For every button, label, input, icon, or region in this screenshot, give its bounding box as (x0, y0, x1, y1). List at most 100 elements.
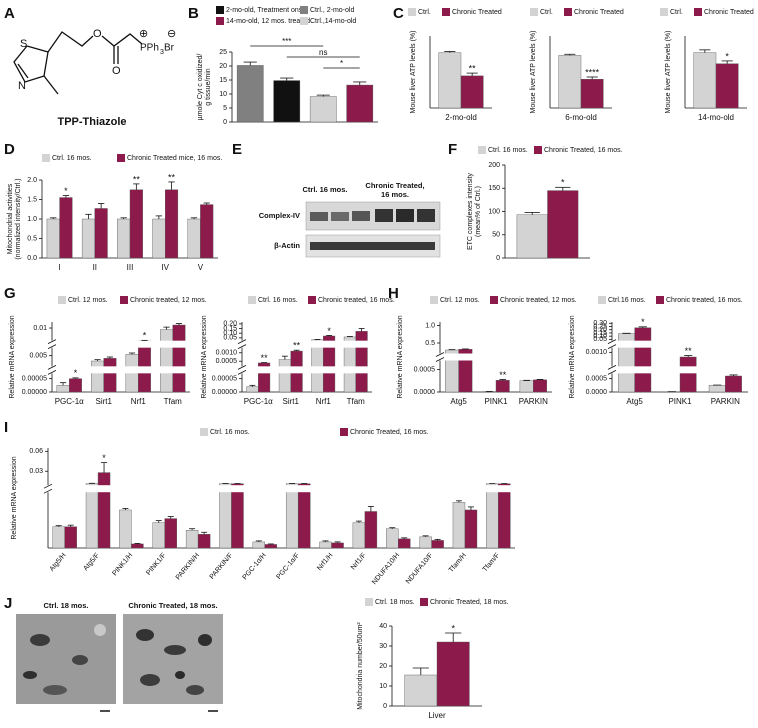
bar (309, 96, 337, 123)
y-axis-label: Mitochondria number/50um² (357, 622, 364, 710)
break-mark (47, 344, 57, 350)
significance: ** (293, 341, 301, 351)
y-tick-label: 0.0000 (414, 389, 436, 396)
significance: * (725, 51, 729, 61)
organelle (30, 634, 50, 646)
bar (273, 80, 301, 123)
bar (533, 379, 547, 393)
bar (708, 385, 726, 393)
methyl-bond (43, 75, 59, 95)
legend-swatch (216, 17, 224, 25)
y-tick-label: 0.15 (593, 330, 607, 337)
y-tick-label: 100 (488, 208, 500, 215)
legend-label: Ctrl. 16 mos. (52, 155, 92, 162)
legend-label: Ctrl. (540, 9, 553, 16)
significance: * (102, 453, 106, 463)
significance: ** (168, 172, 176, 182)
significance: ** (133, 174, 141, 184)
organelle (94, 624, 106, 636)
x-tick-label: 2-mo-old (445, 113, 477, 122)
y-tick-label: 0.0010 (216, 350, 238, 357)
x-tick-label: Sirt1 (96, 397, 113, 406)
bar (519, 380, 534, 393)
blot-column: Ctrl. 16 mos. (302, 185, 347, 194)
y-axis-label: Mitochondrial activities (7, 183, 14, 254)
panel-label: F (448, 141, 457, 158)
y-tick-label: 15 (219, 77, 227, 84)
bar (431, 540, 444, 549)
y-tick-label: 0.10 (223, 330, 237, 337)
legend-swatch (248, 296, 256, 304)
bar (200, 204, 214, 259)
band (310, 212, 328, 221)
bar (197, 534, 211, 549)
y-tick-label: 0.15 (223, 325, 237, 332)
y-tick-label: 0.20 (223, 321, 237, 328)
panel-label: B (188, 5, 199, 22)
bar (138, 340, 151, 393)
chain (101, 33, 143, 47)
bar (187, 218, 201, 259)
bar (103, 358, 117, 393)
legend-swatch (564, 8, 572, 16)
y-tick-label: 0.05 (593, 336, 607, 343)
bar (438, 52, 462, 109)
x-tick-label: Atg5/F (82, 552, 101, 572)
blot-row: Complex-IV (259, 211, 300, 220)
break-mark (435, 357, 445, 362)
bar (319, 541, 332, 549)
bar (398, 538, 411, 549)
y-tick-label: 0.05 (223, 335, 237, 342)
y-tick-label: 0.00000 (212, 389, 237, 396)
legend-swatch (117, 154, 125, 162)
y-tick-label: 5 (223, 105, 227, 112)
break-mark (47, 369, 57, 375)
bar (486, 483, 499, 549)
x-tick-label: PINK1/H (111, 552, 134, 577)
x-tick-label: Nrf1/F (350, 552, 368, 571)
bar (386, 528, 399, 549)
organelle (72, 655, 88, 665)
axis-break (612, 340, 749, 348)
x-tick-label: PARKIN/F (209, 552, 235, 581)
y-tick-label: 1.0 (425, 322, 435, 329)
bar (495, 380, 510, 393)
x-tick-label: PARKIN (519, 397, 548, 406)
organelle (140, 674, 160, 686)
x-tick-label: Nrf1 (131, 397, 147, 406)
bar (725, 375, 742, 393)
x-tick-label: PINK1/F (145, 552, 167, 577)
y-tick-label: 0.00000 (22, 389, 47, 396)
blot-column: 16 mos. (381, 190, 409, 199)
x-tick-label: V (198, 263, 204, 272)
bar (94, 208, 108, 259)
band (375, 209, 393, 222)
legend-swatch (478, 146, 486, 154)
bar (346, 84, 374, 123)
y-tick-label: 50 (492, 232, 500, 239)
y-tick-label: 0.0005 (216, 358, 238, 365)
bar (81, 218, 95, 259)
bar (278, 359, 291, 393)
break-mark (607, 364, 617, 370)
organelle (164, 645, 186, 655)
legend-label: Ctrl. 12 mos. (68, 297, 108, 304)
legend-label: Chronic treated, 16 mos. (666, 297, 743, 304)
x-tick-label: Atg5 (450, 397, 467, 406)
x-tick-label: PGC-1α (244, 397, 273, 406)
legend-label: Ctrl. 12 mos. (440, 297, 480, 304)
significance: ** (499, 370, 507, 380)
bar (69, 378, 82, 393)
comparison-label: *** (282, 37, 291, 46)
x-tick-label: I (58, 263, 60, 272)
organelle (136, 629, 154, 641)
y-tick-label: 200 (488, 162, 500, 169)
band (310, 242, 435, 250)
ring (13, 45, 49, 83)
y-tick-label: 0.06 (29, 448, 43, 455)
legend-label: Ctrl. 16 mos. (210, 429, 250, 436)
y-tick-label: 0 (223, 119, 227, 126)
break-mark (435, 352, 445, 357)
y-axis-label: Relative mRNA expression (9, 315, 16, 398)
bar (460, 75, 484, 109)
